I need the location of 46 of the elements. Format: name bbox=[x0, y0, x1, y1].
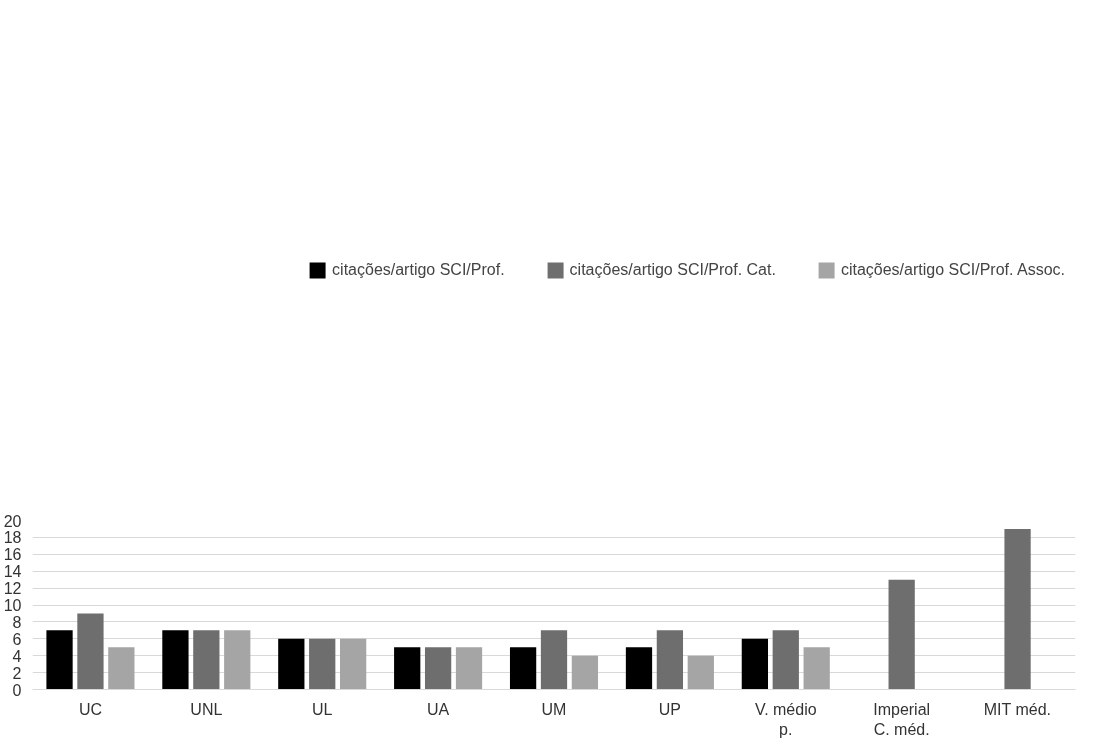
x-tick-label: MIT méd. bbox=[983, 700, 1052, 718]
bar bbox=[803, 647, 830, 690]
bar bbox=[741, 638, 769, 690]
y-tick-label: 6 bbox=[12, 630, 22, 648]
x-tick-label: UL bbox=[312, 700, 333, 718]
bar bbox=[224, 630, 251, 690]
bar bbox=[394, 647, 421, 690]
bar bbox=[278, 638, 305, 690]
bar bbox=[77, 613, 104, 690]
x-tick-label: UM bbox=[541, 700, 567, 718]
y-tick-label: 16 bbox=[3, 546, 22, 564]
y-tick-label: 4 bbox=[12, 647, 22, 665]
bar bbox=[424, 647, 452, 690]
bar bbox=[455, 647, 483, 690]
bar bbox=[571, 655, 599, 690]
bar bbox=[656, 630, 684, 690]
y-tick-label: 8 bbox=[12, 613, 22, 631]
bar bbox=[108, 647, 135, 690]
y-tick-label: 20 bbox=[3, 512, 22, 530]
x-tick-label: UP bbox=[658, 700, 682, 718]
x-tick-label: V. médio p. bbox=[754, 700, 817, 738]
y-tick-label: 14 bbox=[3, 563, 22, 581]
bar bbox=[540, 630, 568, 690]
bar bbox=[339, 638, 367, 690]
bar bbox=[687, 655, 714, 690]
x-tick-label: UC bbox=[78, 700, 102, 718]
x-tick-label: UNL bbox=[190, 700, 223, 718]
x-tick-label: Imperial C. méd. bbox=[873, 700, 931, 738]
y-tick-label: 12 bbox=[3, 580, 22, 598]
bar bbox=[46, 630, 73, 690]
bar bbox=[162, 630, 189, 690]
y-tick-label: 18 bbox=[3, 529, 22, 547]
x-tick-label: UA bbox=[427, 700, 450, 718]
bar bbox=[193, 630, 220, 690]
bar bbox=[888, 579, 915, 690]
bar bbox=[309, 638, 336, 690]
bar bbox=[625, 647, 653, 690]
y-tick-label: 0 bbox=[12, 681, 22, 699]
legend-label: citações/artigo SCI/Prof. Cat. bbox=[569, 261, 776, 279]
bar bbox=[772, 630, 799, 690]
y-tick-label: 10 bbox=[3, 597, 22, 614]
bar bbox=[509, 647, 537, 690]
legend-label: citações/artigo SCI/Prof. bbox=[332, 261, 505, 279]
y-tick-label: 2 bbox=[12, 664, 22, 682]
bar bbox=[1004, 528, 1031, 690]
legend-label: citações/artigo SCI/Prof. Assoc. bbox=[840, 261, 1065, 279]
